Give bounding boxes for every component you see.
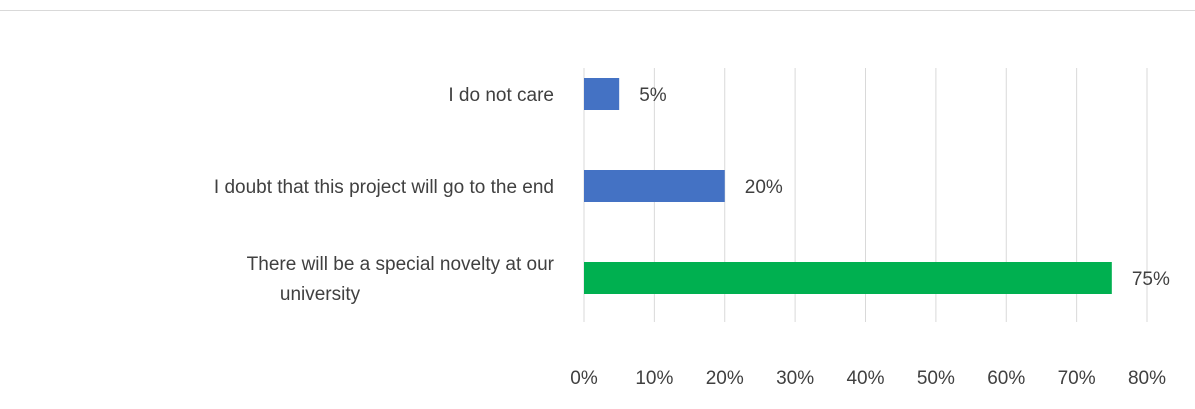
data-label: 75% — [1132, 269, 1170, 290]
x-tick-label: 0% — [570, 368, 598, 389]
bar — [584, 262, 1112, 294]
data-label: 5% — [639, 85, 667, 106]
data-label: 20% — [745, 177, 783, 198]
x-tick-label: 50% — [917, 368, 955, 389]
x-tick-label: 60% — [987, 368, 1025, 389]
grid-lines — [583, 68, 1148, 322]
data-labels: 5% 20% 75% — [639, 85, 1170, 290]
category-label: I do not care — [448, 85, 554, 106]
x-tick-label: 20% — [706, 368, 744, 389]
top-divider — [0, 10, 1195, 11]
category-label: university — [280, 284, 361, 305]
x-tick-label: 40% — [846, 368, 884, 389]
category-labels: I do not care I doubt that this project w… — [214, 85, 555, 305]
category-label: There will be a special novelty at our — [247, 254, 555, 275]
bar — [584, 170, 725, 202]
bars — [584, 78, 1112, 294]
category-label: I doubt that this project will go to the… — [214, 177, 554, 198]
bar — [584, 78, 620, 110]
x-tick-label: 80% — [1128, 368, 1166, 389]
x-tick-label: 30% — [776, 368, 814, 389]
x-tick-label: 70% — [1058, 368, 1096, 389]
x-axis-tick-labels: 0% 10% 20% 30% 40% 50% 60% 70% 80% — [570, 368, 1166, 389]
x-tick-label: 10% — [635, 368, 673, 389]
